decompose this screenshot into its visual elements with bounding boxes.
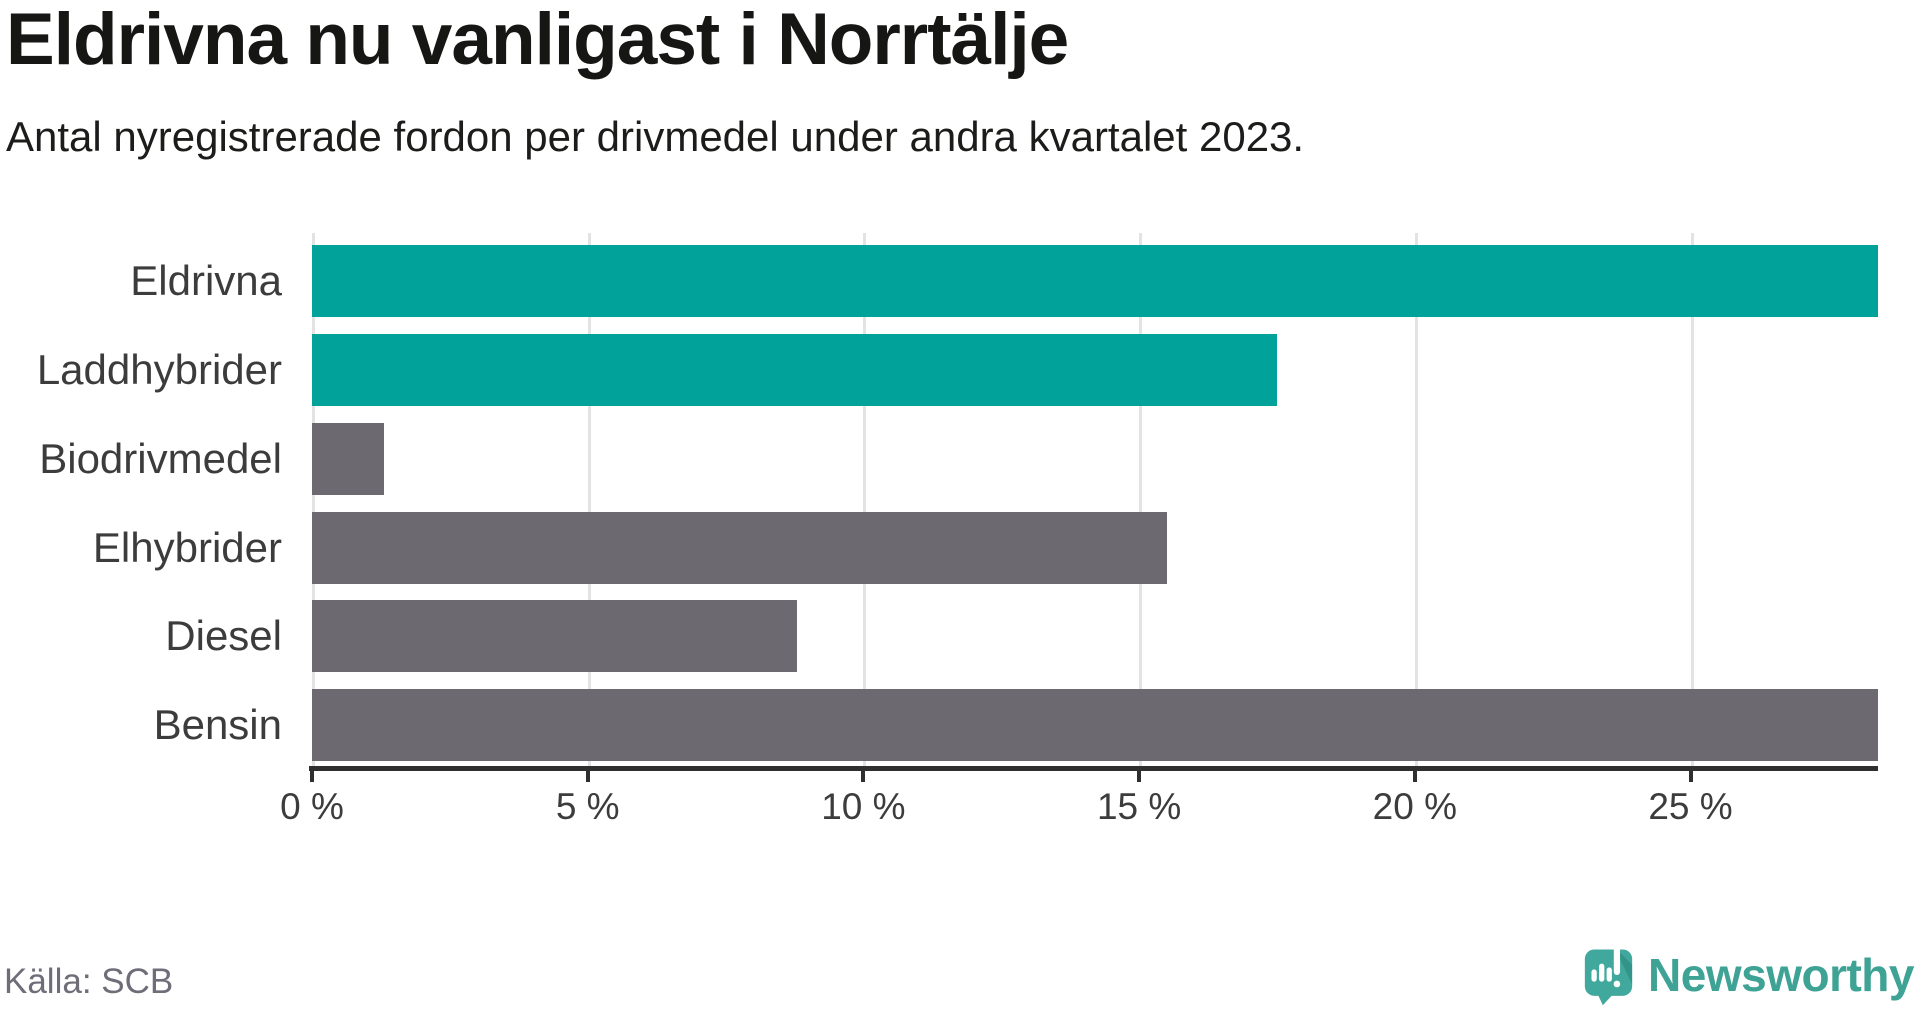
gridline-25 [1690, 233, 1694, 766]
y-axis-label-elhybrider: Elhybrider [92, 523, 282, 571]
x-axis-tick-15 [1137, 771, 1142, 782]
x-axis-tick-label-25: 25 % [1648, 786, 1733, 827]
gridline-15 [1139, 233, 1143, 766]
x-axis-tick-5 [585, 771, 590, 782]
x-axis-tick-label-10: 10 % [821, 786, 906, 827]
y-axis-label-biodrivmedel: Biodrivmedel [39, 434, 282, 482]
x-axis-tick-20 [1412, 771, 1417, 782]
bar-bensin [312, 689, 1878, 762]
x-axis-tick-label-0: 0 % [280, 786, 344, 827]
x-axis-tick-10 [861, 771, 866, 782]
source-attribution: Källa: SCB [4, 962, 174, 1001]
logo-exclamation-dot [1613, 980, 1621, 988]
newsworthy-logo-text: Newsworthy [1648, 949, 1914, 1001]
bar-laddhybrider [312, 333, 1277, 406]
y-axis-label-eldrivna: Eldrivna [130, 257, 282, 304]
logo-chart-bar-1 [1591, 969, 1597, 982]
y-axis-label-laddhybrider: Laddhybrider [36, 345, 282, 393]
bar-elhybrider [312, 511, 1167, 584]
x-axis-ticks [310, 771, 1878, 783]
x-axis-tick-labels: 0 % 5 % 10 % 15 % 20 % 25 % [280, 786, 1878, 836]
x-axis-tick-label-15: 15 % [1096, 786, 1182, 827]
logo-exclamation-bar [1613, 944, 1621, 975]
logo-bubble-tail [1597, 992, 1615, 1006]
x-axis-tick-25 [1688, 771, 1693, 782]
y-axis-labels: Eldrivna Laddhybrider Biodrivmedel Elhybrid… [0, 233, 282, 766]
x-axis-tick-0 [310, 771, 314, 782]
plot-area [312, 233, 1878, 766]
page-title: Eldrivna nu vanligast i Norrtälje [6, 0, 1069, 80]
logo-chart-bar-3 [1606, 967, 1612, 982]
newsworthy-logo: Newsworthy [1582, 944, 1914, 1006]
x-axis-tick-label-5: 5 % [555, 786, 620, 827]
gridline-20 [1414, 233, 1418, 766]
y-axis-label-bensin: Bensin [153, 701, 282, 749]
bar-diesel [312, 600, 798, 673]
x-axis-tick-label-20: 20 % [1372, 786, 1457, 827]
gridline-5 [587, 233, 591, 766]
logo-chart-bar-2 [1599, 963, 1605, 982]
x-axis-line [309, 766, 1878, 771]
bar-eldrivna [312, 245, 1878, 317]
newsworthy-logo-icon [1584, 944, 1633, 1006]
gridline-10 [863, 233, 867, 766]
y-axis-label-diesel: Diesel [165, 612, 282, 660]
bar-biodrivmedel [312, 422, 384, 495]
page-subtitle: Antal nyregistrerade fordon per drivmede… [6, 113, 1305, 160]
gridline-0 [312, 233, 315, 766]
